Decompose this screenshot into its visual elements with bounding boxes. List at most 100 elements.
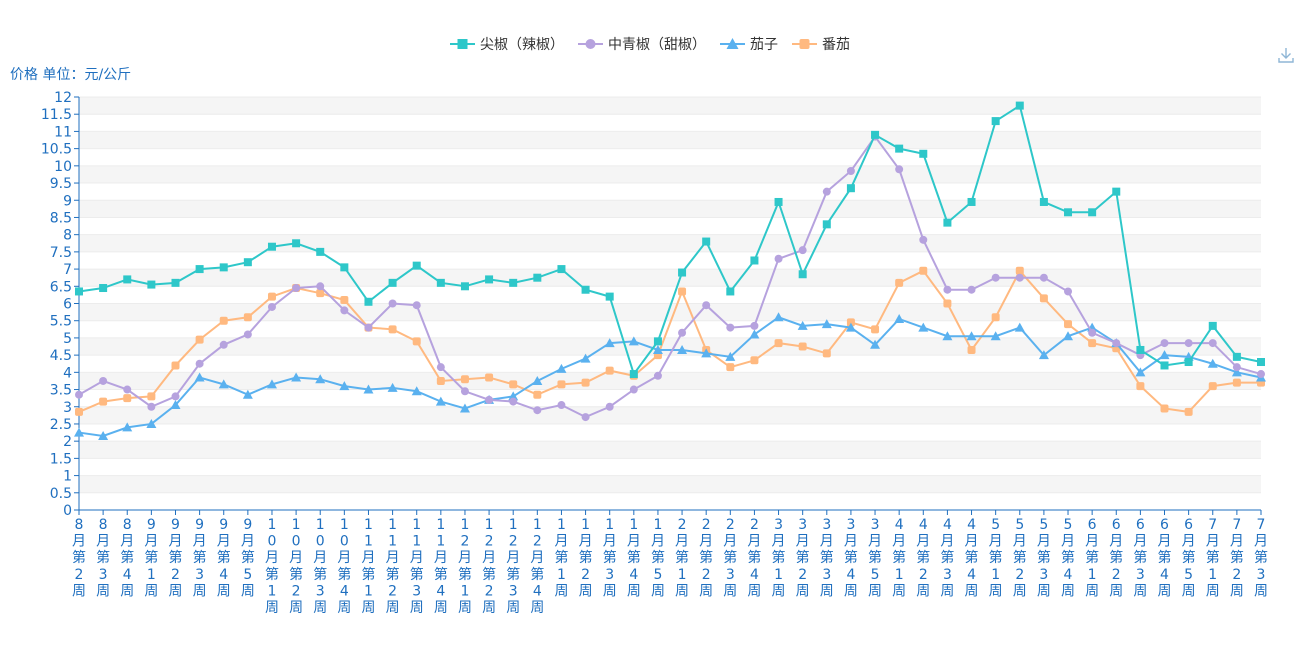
grid-band	[79, 441, 1261, 459]
data-point	[364, 297, 373, 306]
data-point	[388, 278, 397, 287]
x-tick-label: 5 月第 4 周	[1061, 517, 1075, 599]
data-point	[146, 418, 157, 428]
x-tick-label: 5 月第 1 周	[989, 517, 1003, 599]
x-tick-label: 2 月第 1 周	[675, 517, 689, 599]
x-tick-label: 3 月第 1 周	[772, 517, 786, 599]
data-point	[1160, 404, 1169, 413]
grid-band	[79, 200, 1261, 218]
data-point	[557, 265, 566, 274]
data-point	[895, 278, 904, 287]
data-point	[411, 386, 422, 396]
data-point	[99, 376, 108, 385]
x-tick-label: 1 0 月第 1 周	[265, 517, 279, 616]
data-point	[99, 284, 108, 293]
data-point	[773, 312, 784, 322]
data-point	[171, 361, 180, 370]
data-point	[122, 422, 133, 432]
data-point	[557, 380, 566, 389]
data-point	[1064, 320, 1073, 329]
y-tick-label: 1.5	[50, 451, 72, 467]
data-point	[267, 302, 276, 311]
x-tick-label: 1 月第 3 周	[603, 517, 617, 599]
data-point	[292, 284, 301, 293]
x-tick-label: 2 月第 2 周	[699, 517, 713, 599]
data-point	[412, 337, 421, 346]
data-point	[99, 397, 108, 406]
data-point	[990, 331, 1001, 341]
data-point	[292, 239, 301, 248]
data-point	[629, 370, 638, 379]
data-point	[581, 378, 590, 387]
data-point	[702, 237, 711, 246]
data-point	[556, 363, 567, 373]
data-point	[774, 197, 783, 206]
data-point	[74, 427, 84, 437]
data-point	[1257, 358, 1265, 367]
x-tick-label: 7 月第 3 周	[1254, 517, 1268, 599]
data-point	[750, 321, 759, 330]
legend-item[interactable]: 中青椒（甜椒）	[578, 34, 706, 54]
x-tick-label: 3 月第 5 周	[868, 517, 882, 599]
data-point	[267, 242, 276, 251]
data-point	[919, 149, 928, 158]
data-point	[533, 390, 542, 399]
data-point	[1015, 266, 1024, 275]
data-point	[749, 329, 760, 339]
data-point	[1088, 339, 1097, 348]
data-point	[1184, 339, 1193, 348]
data-point	[871, 325, 880, 334]
x-tick-label: 1 0 月第 4 周	[337, 517, 351, 616]
data-point	[123, 394, 132, 403]
x-tick-label: 1 1 月第 1 周	[361, 517, 375, 616]
legend-marker	[720, 38, 745, 49]
y-tick-label: 12	[54, 90, 72, 106]
download-icon[interactable]	[1277, 46, 1295, 64]
data-point	[316, 289, 325, 298]
data-point	[75, 287, 83, 296]
legend-label: 中青椒（甜椒）	[608, 37, 706, 53]
data-point	[364, 323, 373, 332]
data-point	[219, 340, 228, 349]
grid-band	[79, 234, 1261, 252]
x-tick-label: 4 月第 4 周	[965, 517, 979, 599]
data-point	[363, 384, 374, 394]
x-tick-label: 6 月第 4 周	[1158, 517, 1172, 599]
grid-band	[79, 337, 1261, 356]
data-point	[966, 331, 977, 341]
legend-item[interactable]: 番茄	[792, 34, 850, 54]
data-point	[147, 280, 156, 289]
data-point	[774, 339, 783, 348]
data-point	[170, 400, 181, 410]
data-point	[653, 371, 662, 380]
data-point	[821, 319, 832, 329]
x-tick-label: 9 月第 1 周	[144, 517, 158, 599]
data-point	[388, 299, 397, 308]
legend-item[interactable]: 尖椒（辣椒）	[450, 34, 564, 54]
data-point	[460, 387, 469, 396]
y-tick-label: 6.5	[50, 279, 72, 295]
grid-band	[79, 131, 1261, 149]
data-point	[870, 339, 881, 349]
data-point	[1063, 331, 1074, 341]
data-point	[243, 330, 252, 339]
data-point	[219, 263, 228, 272]
grid-band	[79, 475, 1261, 493]
x-tick-label: 9 月第 2 周	[168, 517, 182, 599]
data-point	[919, 235, 928, 244]
data-point	[532, 375, 543, 385]
data-point	[918, 322, 929, 332]
x-tick-label: 4 月第 2 周	[916, 517, 930, 599]
y-tick-label: 6	[63, 297, 72, 313]
legend-item[interactable]: 茄子	[720, 34, 778, 54]
data-point	[919, 266, 928, 275]
data-point	[726, 323, 735, 332]
data-point	[942, 331, 953, 341]
grid-band	[79, 269, 1261, 287]
data-point	[581, 285, 590, 294]
data-point	[991, 117, 1000, 126]
data-point	[316, 247, 325, 256]
data-point	[1208, 382, 1217, 391]
data-point	[1039, 294, 1048, 303]
data-point	[340, 263, 349, 272]
